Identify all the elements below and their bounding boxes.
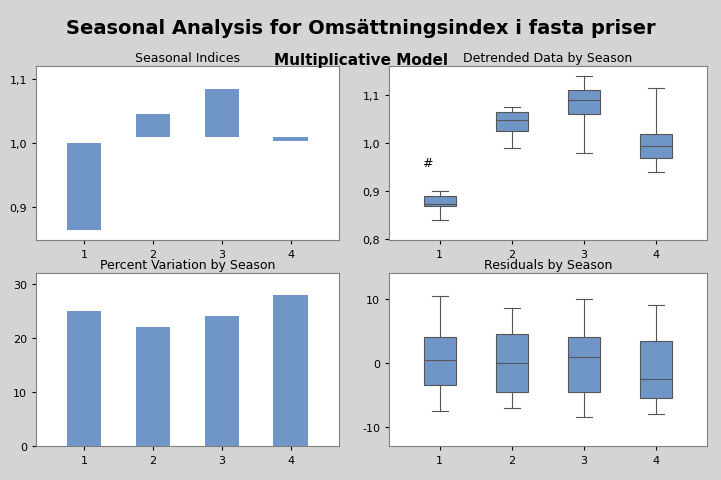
Text: #: #	[422, 156, 432, 170]
PathPatch shape	[640, 134, 672, 158]
Title: Residuals by Season: Residuals by Season	[484, 258, 612, 271]
Bar	[273, 295, 308, 446]
PathPatch shape	[496, 113, 528, 132]
Bar	[136, 328, 170, 446]
Bar	[273, 138, 308, 142]
Title: Seasonal Indices: Seasonal Indices	[135, 52, 240, 65]
PathPatch shape	[424, 197, 456, 206]
PathPatch shape	[568, 91, 601, 115]
Bar	[205, 317, 239, 446]
Bar	[136, 115, 170, 138]
PathPatch shape	[640, 341, 672, 398]
PathPatch shape	[496, 335, 528, 392]
PathPatch shape	[424, 337, 456, 385]
Text: Multiplicative Model: Multiplicative Model	[273, 53, 448, 68]
Title: Detrended Data by Season: Detrended Data by Season	[464, 52, 632, 65]
Text: Seasonal Analysis for Omsättningsindex i fasta priser: Seasonal Analysis for Omsättningsindex i…	[66, 19, 655, 38]
Bar	[67, 312, 102, 446]
Title: Percent Variation by Season: Percent Variation by Season	[99, 258, 275, 271]
PathPatch shape	[568, 337, 601, 392]
Bar	[205, 90, 239, 138]
Bar	[67, 144, 102, 230]
